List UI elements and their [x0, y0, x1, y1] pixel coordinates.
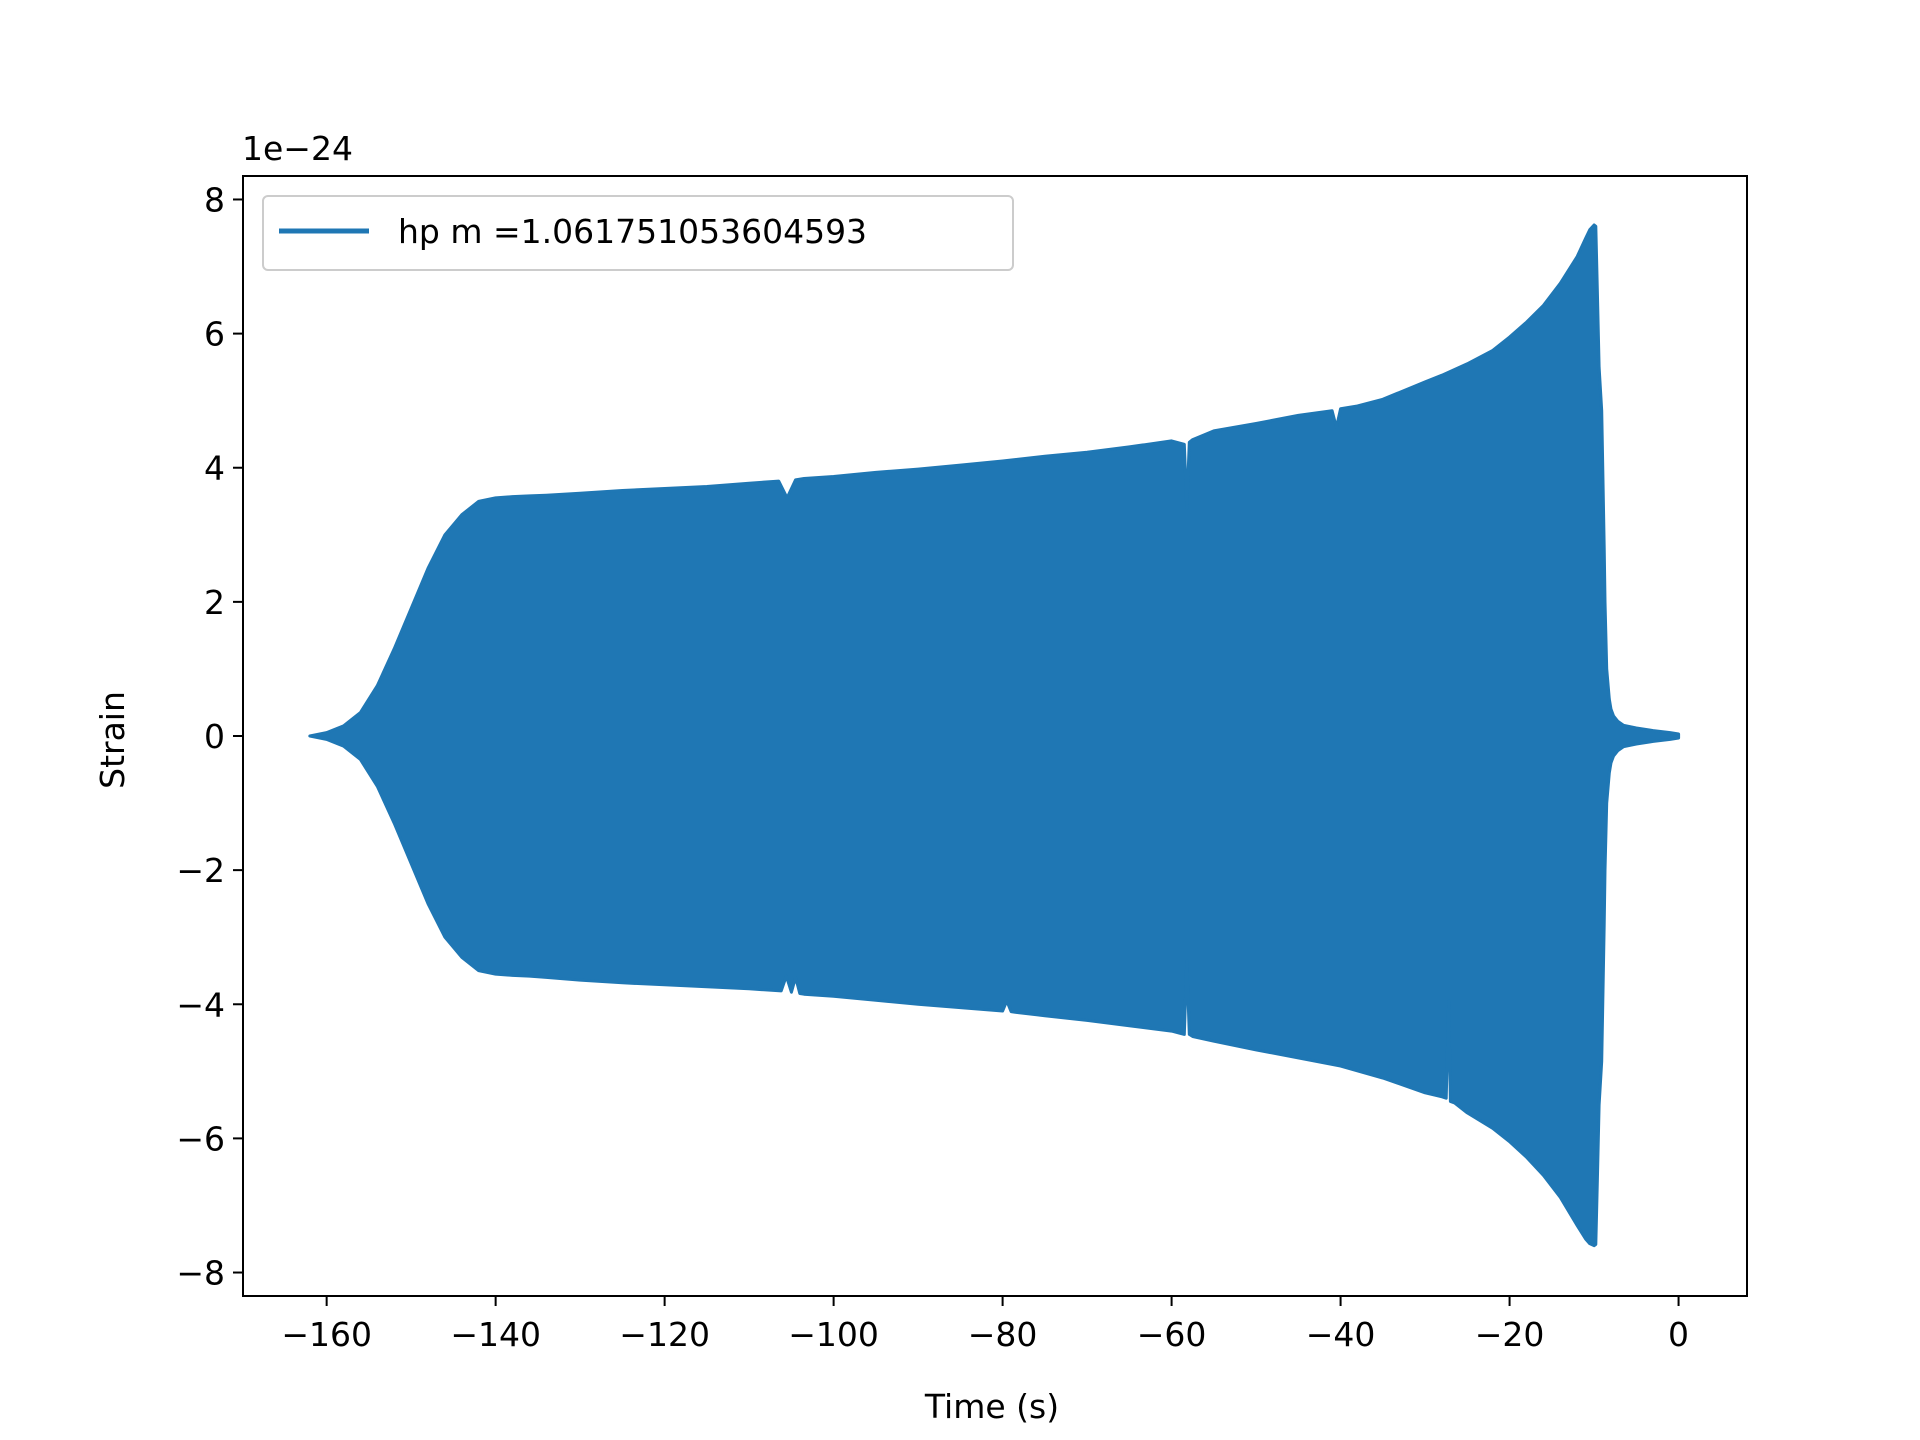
x-tick-label: 0 — [1668, 1315, 1689, 1354]
y-tick-label: 8 — [204, 180, 225, 219]
y-tick-label: −6 — [176, 1119, 225, 1158]
x-tick-label: −120 — [619, 1315, 710, 1354]
x-tick-label: −80 — [968, 1315, 1038, 1354]
y-offset-label: 1e−24 — [242, 129, 353, 168]
y-axis-label: Strain — [93, 691, 132, 789]
series-waveform-0 — [308, 223, 1681, 1248]
y-tick-label: 0 — [204, 717, 225, 756]
legend-label: hp m =1.061751053604593 — [398, 212, 867, 251]
y-tick-label: −8 — [176, 1254, 225, 1293]
x-tick-label: −100 — [788, 1315, 879, 1354]
legend-frame — [262, 195, 1014, 271]
y-tick-label: 4 — [204, 449, 225, 488]
x-axis-label: Time (s) — [924, 1387, 1059, 1426]
y-tick-label: −4 — [176, 985, 225, 1024]
y-tick-label: 6 — [204, 315, 225, 354]
x-tick-label: −140 — [450, 1315, 541, 1354]
plot-area — [308, 223, 1681, 1248]
axes: −160 −140 −120 −100 −80 −60 −40 −20 0−8−6−4−2024… — [176, 175, 1748, 1354]
x-tick-label: −20 — [1475, 1315, 1545, 1354]
y-tick-label: 2 — [204, 583, 225, 622]
x-tick-label: −60 — [1137, 1315, 1207, 1354]
x-tick-label: −40 — [1306, 1315, 1376, 1354]
legend: hp m =1.061751053604593 — [262, 195, 1014, 271]
y-tick-label: −2 — [176, 851, 225, 890]
x-tick-label: −160 — [281, 1315, 372, 1354]
